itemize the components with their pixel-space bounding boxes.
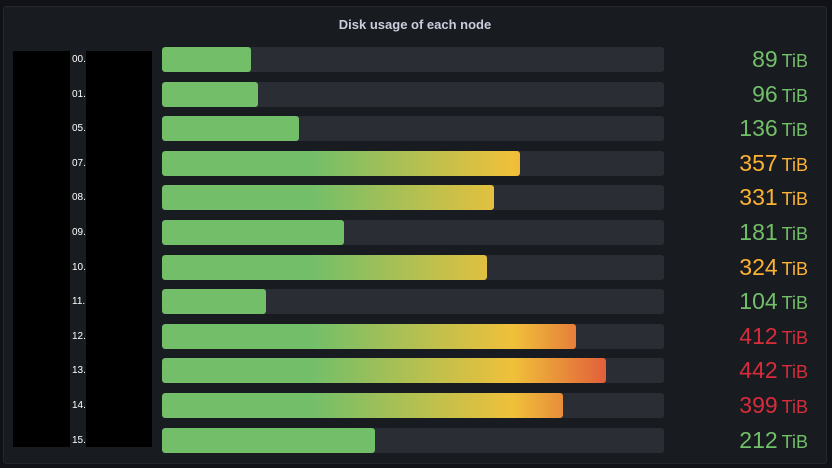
node-value-number: 399 bbox=[739, 392, 778, 418]
node-label: 15. bbox=[72, 434, 86, 446]
node-row: 07. 357 TiB bbox=[4, 149, 826, 177]
redaction-block-right bbox=[86, 51, 152, 447]
bar-fill bbox=[162, 220, 344, 245]
node-value: 136 TiB bbox=[739, 114, 808, 142]
bar-fill bbox=[162, 116, 299, 142]
node-label: 00. bbox=[72, 54, 86, 65]
bar-track bbox=[162, 150, 664, 176]
node-value-number: 96 bbox=[752, 80, 778, 107]
node-value: 181 TiB bbox=[739, 218, 808, 246]
node-value: 442 TiB bbox=[739, 356, 808, 384]
bar-track bbox=[162, 289, 664, 315]
node-value: 399 TiB bbox=[739, 391, 808, 419]
bar-track bbox=[162, 358, 664, 384]
node-value-unit: TiB bbox=[781, 397, 808, 417]
node-value-number: 89 bbox=[752, 46, 778, 72]
node-row: 15. 212 TiB bbox=[4, 426, 826, 454]
node-label: 08. bbox=[72, 192, 86, 204]
node-value-unit: TiB bbox=[781, 362, 808, 383]
node-value: 89 TiB bbox=[752, 45, 808, 73]
bar-track bbox=[162, 81, 664, 107]
panel-title[interactable]: Disk usage of each node bbox=[338, 17, 492, 32]
disk-usage-panel: Disk usage of each node 00. 89 TiB 01. 96 TiB… bbox=[3, 6, 827, 464]
bar-gauge-rows: 00. 89 TiB 01. 96 TiB 05. 136 TiB 07. 357 TiB 08. 331… bbox=[4, 7, 826, 463]
node-row: 10. 324 TiB bbox=[4, 253, 826, 281]
bar-fill bbox=[162, 47, 252, 72]
node-value-unit: TiB bbox=[781, 85, 808, 106]
node-value-unit: TiB bbox=[781, 120, 808, 141]
bar-track bbox=[162, 185, 664, 211]
bar-track bbox=[162, 254, 664, 280]
node-row: 09. 181 TiB bbox=[4, 218, 826, 246]
node-value-number: 104 bbox=[739, 288, 778, 315]
node-value: 96 TiB bbox=[752, 80, 808, 108]
node-label: 07. bbox=[72, 157, 86, 169]
node-row: 05. 136 TiB bbox=[4, 114, 826, 142]
bar-track bbox=[162, 427, 664, 453]
bar-fill bbox=[162, 81, 259, 107]
node-row: 12. 412 TiB bbox=[4, 322, 826, 350]
node-value-unit: TiB bbox=[781, 258, 808, 279]
bar-track bbox=[162, 116, 664, 142]
node-label: 12. bbox=[72, 330, 86, 342]
bar-track bbox=[162, 393, 664, 418]
node-label: 10. bbox=[72, 261, 86, 273]
node-label: 11. bbox=[72, 296, 86, 308]
redaction-block-left bbox=[13, 51, 70, 447]
node-value: 357 TiB bbox=[739, 149, 808, 177]
node-value-unit: TiB bbox=[781, 431, 808, 452]
node-value-number: 357 bbox=[739, 149, 778, 176]
bar-fill bbox=[162, 185, 495, 211]
node-value: 412 TiB bbox=[739, 322, 808, 350]
node-row: 08. 331 TiB bbox=[4, 183, 826, 211]
node-label: 05. bbox=[72, 123, 86, 135]
node-value-number: 324 bbox=[739, 253, 778, 280]
node-label: 01. bbox=[72, 88, 86, 100]
node-value-unit: TiB bbox=[781, 189, 808, 210]
node-label: 09. bbox=[72, 227, 86, 238]
node-value-number: 442 bbox=[739, 357, 778, 384]
bar-fill bbox=[162, 254, 488, 280]
node-value-number: 181 bbox=[739, 219, 778, 245]
node-value-number: 212 bbox=[739, 426, 778, 453]
node-value: 324 TiB bbox=[739, 253, 808, 281]
node-row: 13. 442 TiB bbox=[4, 356, 826, 384]
bar-fill bbox=[162, 150, 521, 176]
node-value-unit: TiB bbox=[781, 293, 808, 314]
node-label: 14. bbox=[72, 400, 86, 411]
node-value: 104 TiB bbox=[739, 287, 808, 315]
bar-fill bbox=[162, 358, 606, 384]
node-value-number: 331 bbox=[739, 184, 778, 211]
node-value-unit: TiB bbox=[781, 327, 808, 348]
node-value: 212 TiB bbox=[739, 426, 808, 454]
node-value-unit: TiB bbox=[781, 224, 808, 244]
node-row: 01. 96 TiB bbox=[4, 80, 826, 108]
bar-fill bbox=[162, 289, 267, 315]
node-row: 00. 89 TiB bbox=[4, 45, 826, 73]
bar-fill bbox=[162, 393, 563, 418]
bar-track bbox=[162, 220, 664, 245]
node-value-number: 412 bbox=[739, 322, 778, 349]
node-label: 13. bbox=[72, 365, 86, 377]
node-row: 14. 399 TiB bbox=[4, 391, 826, 419]
node-value-unit: TiB bbox=[781, 51, 808, 71]
bar-track bbox=[162, 323, 664, 349]
node-value: 331 TiB bbox=[739, 183, 808, 211]
node-row: 11. 104 TiB bbox=[4, 287, 826, 315]
node-value-unit: TiB bbox=[781, 154, 808, 175]
node-value-number: 136 bbox=[739, 115, 778, 142]
bar-fill bbox=[162, 323, 576, 349]
bar-track bbox=[162, 47, 664, 72]
bar-fill bbox=[162, 427, 375, 453]
